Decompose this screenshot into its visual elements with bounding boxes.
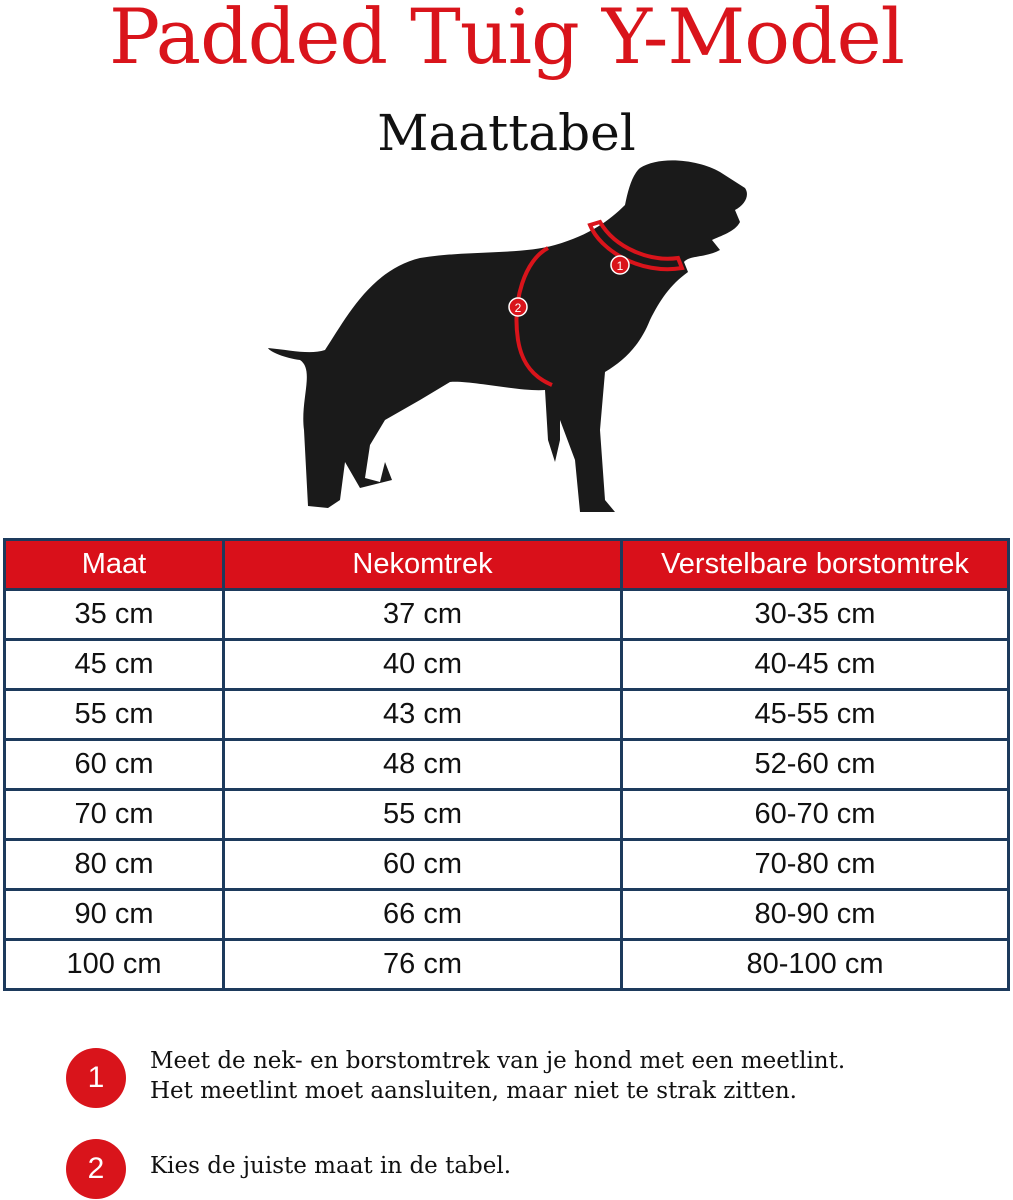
cell-maat: 80 cm <box>3 838 225 891</box>
step-number-badge: 1 <box>66 1048 126 1108</box>
cell-borstomtrek: 60-70 cm <box>620 788 1010 841</box>
page-subtitle: Maattabel <box>377 104 636 162</box>
cell-borstomtrek: 80-90 cm <box>620 888 1010 941</box>
marker-1: 1 <box>610 255 630 275</box>
cell-maat: 70 cm <box>3 788 225 841</box>
cell-borstomtrek: 70-80 cm <box>620 838 1010 891</box>
svg-text:2: 2 <box>515 301 522 315</box>
cell-borstomtrek: 30-35 cm <box>620 588 1010 641</box>
cell-nekomtrek: 43 cm <box>222 688 623 741</box>
cell-maat: 100 cm <box>3 938 225 991</box>
table-row: 60 cm 48 cm 52-60 cm <box>3 738 1010 791</box>
table-row: 70 cm 55 cm 60-70 cm <box>3 788 1010 841</box>
table-row: 100 cm 76 cm 80-100 cm <box>3 938 1010 991</box>
header-nekomtrek: Nekomtrek <box>222 538 623 591</box>
marker-2: 2 <box>508 297 528 317</box>
cell-nekomtrek: 76 cm <box>222 938 623 991</box>
header-maat: Maat <box>3 538 225 591</box>
cell-borstomtrek: 40-45 cm <box>620 638 1010 691</box>
cell-nekomtrek: 55 cm <box>222 788 623 841</box>
size-table: Maat Nekomtrek Verstelbare borstomtrek 3… <box>3 538 1010 991</box>
header-borstomtrek: Verstelbare borstomtrek <box>620 538 1010 591</box>
instruction-line: Meet de nek- en borstomtrek van je hond … <box>150 1048 846 1074</box>
chest-measure-line <box>514 246 553 387</box>
svg-text:1: 1 <box>617 259 624 273</box>
cell-borstomtrek: 80-100 cm <box>620 938 1010 991</box>
page-title: Padded Tuig Y-Model <box>109 0 905 81</box>
cell-maat: 90 cm <box>3 888 225 941</box>
table-row: 80 cm 60 cm 70-80 cm <box>3 838 1010 891</box>
cell-nekomtrek: 66 cm <box>222 888 623 941</box>
cell-maat: 45 cm <box>3 638 225 691</box>
cell-borstomtrek: 45-55 cm <box>620 688 1010 741</box>
table-row: 45 cm 40 cm 40-45 cm <box>3 638 1010 691</box>
dog-silhouette <box>268 160 747 512</box>
table-row: 35 cm 37 cm 30-35 cm <box>3 588 1010 641</box>
cell-borstomtrek: 52-60 cm <box>620 738 1010 791</box>
instruction-line: Kies de juiste maat in de tabel. <box>150 1153 512 1179</box>
instruction-line: Het meetlint moet aansluiten, maar niet … <box>150 1078 797 1104</box>
cell-nekomtrek: 48 cm <box>222 738 623 791</box>
neck-measure-line <box>587 219 685 272</box>
cell-maat: 55 cm <box>3 688 225 741</box>
cell-maat: 35 cm <box>3 588 225 641</box>
cell-nekomtrek: 60 cm <box>222 838 623 891</box>
cell-nekomtrek: 40 cm <box>222 638 623 691</box>
cell-nekomtrek: 37 cm <box>222 588 623 641</box>
cell-maat: 60 cm <box>3 738 225 791</box>
dog-measurement-illustration: 1 2 <box>268 160 747 512</box>
table-row: 55 cm 43 cm 45-55 cm <box>3 688 1010 741</box>
table-row: 90 cm 66 cm 80-90 cm <box>3 888 1010 941</box>
table-header-row: Maat Nekomtrek Verstelbare borstomtrek <box>3 538 1010 591</box>
step-number-badge: 2 <box>66 1139 126 1199</box>
